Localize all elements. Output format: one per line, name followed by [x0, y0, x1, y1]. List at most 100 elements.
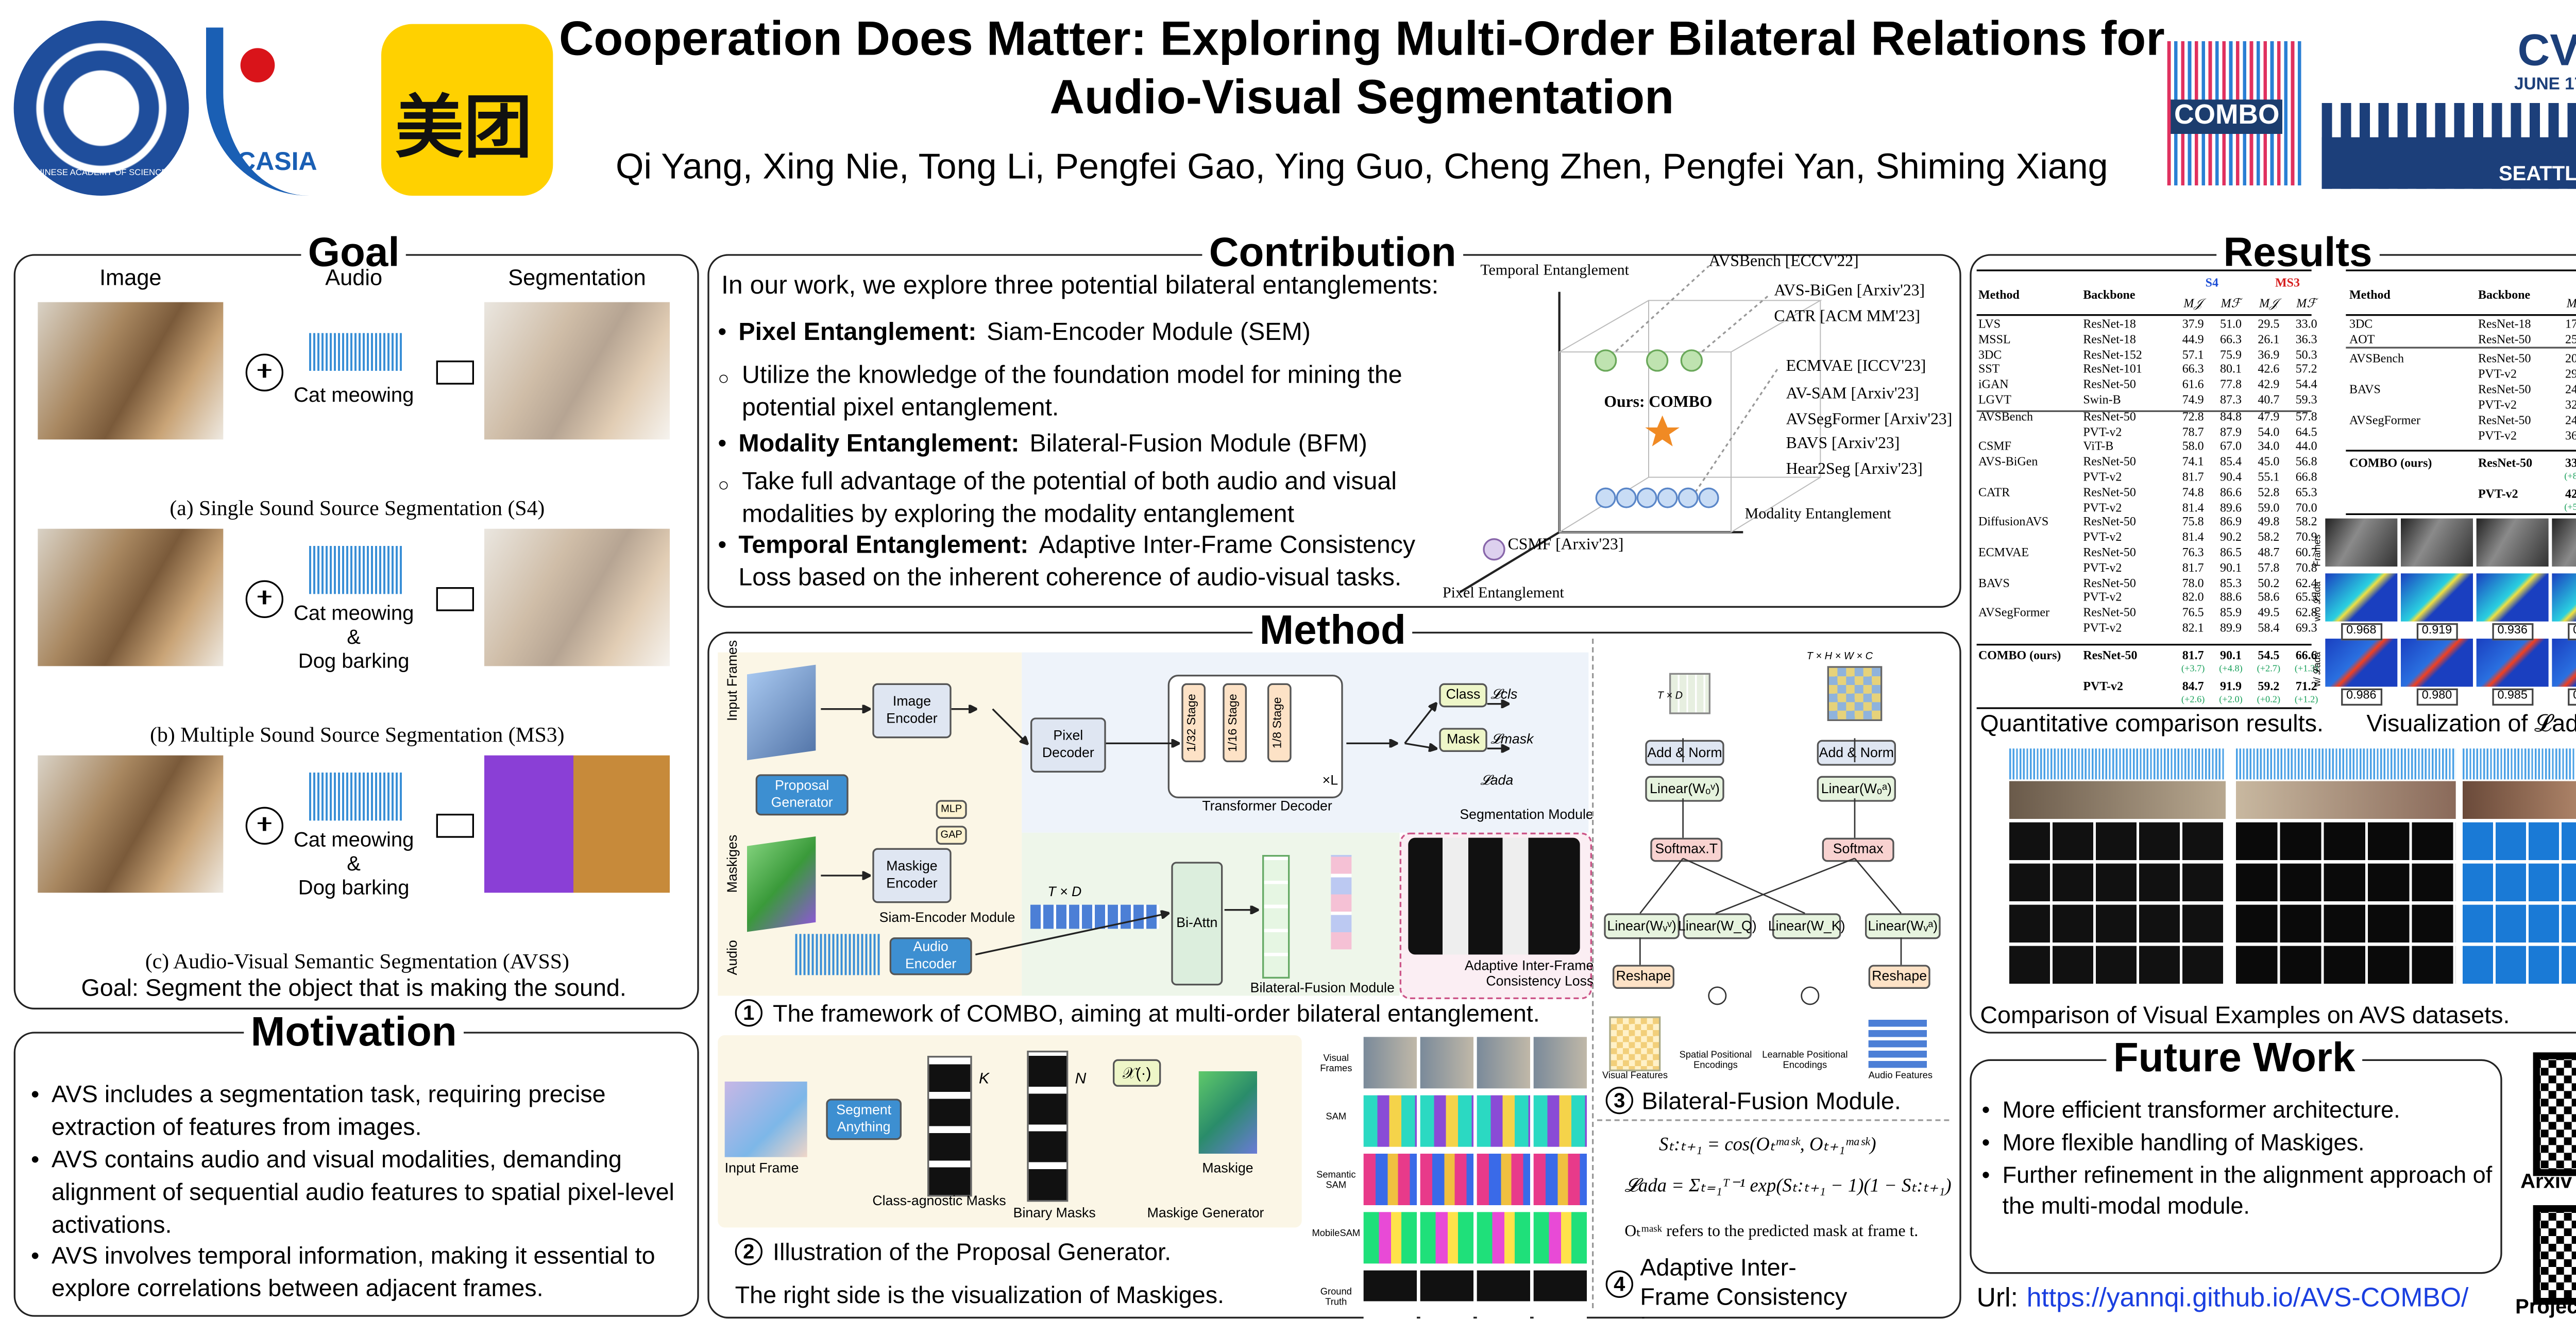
- axis-label: Modality Entanglement: [1744, 504, 1891, 522]
- effect-score: 0.980: [2416, 688, 2458, 706]
- table-cell: 85.3: [2220, 576, 2242, 590]
- maskige-cell: [1363, 1037, 1417, 1089]
- effect-cell: [2400, 518, 2473, 567]
- audio-stack: [1868, 1019, 1927, 1068]
- item-text: Bilateral-Fusion Module (BFM): [1029, 431, 1367, 458]
- rule: [1976, 643, 2312, 645]
- audio-wave: [795, 934, 881, 975]
- table-cell: ResNet-50: [2083, 378, 2136, 392]
- table-cell: 70.8: [2295, 561, 2317, 575]
- bullet: More efficient transformer architecture.: [1978, 1095, 2500, 1126]
- equation: 𝓛ada = Σₜ₌₁ᵀ⁻¹ exp(Sₜ:ₜ₊₁ − 1)(1 − Sₜ:ₜ₊…: [1624, 1176, 1952, 1197]
- table-cell: 66.8: [2295, 470, 2317, 484]
- mask-row: [2462, 904, 2576, 943]
- maskige-cell: [1363, 1212, 1417, 1264]
- table-cell: 85.4: [2220, 455, 2242, 469]
- table-cell: DiffusionAVS: [1978, 516, 2049, 529]
- feature-strip: [1030, 904, 1159, 929]
- equation-note: Oₜᵐᵃˢᵏ refers to the predicted mask at f…: [1624, 1224, 1919, 1241]
- image-photo: [38, 755, 224, 893]
- table-cell: AVSegFormer: [1978, 606, 2050, 620]
- table-cell: 40.7: [2258, 393, 2280, 407]
- maskige-cell: [1477, 1212, 1530, 1264]
- diagram-label: Linear(Wₒᵃ): [1817, 776, 1896, 802]
- effect-cell: [2400, 573, 2473, 622]
- table-cell: 61.6: [2182, 378, 2204, 392]
- item: Modality Entanglement: Bilateral-Fusion M…: [715, 429, 1460, 461]
- rule: [2346, 450, 2576, 451]
- table-cell: 26.1: [2258, 332, 2280, 347]
- diagram-label: Softmax: [1822, 837, 1894, 862]
- table-cell: 56.8: [2295, 455, 2317, 469]
- table-cell: PVT-v2: [2083, 621, 2122, 636]
- table-cell: 52.8: [2258, 485, 2280, 500]
- divider: [1597, 1119, 1950, 1123]
- diagram-label: Binary Masks: [1013, 1205, 1096, 1221]
- table-cell: 65.3: [2295, 485, 2317, 500]
- row-label: MobileSAM: [1312, 1229, 1361, 1240]
- diagram-label: Add & Norm: [1645, 740, 1724, 766]
- diagram-label: Segmentation Module: [1460, 807, 1594, 823]
- diagram-label: Class-agnostic Masks: [872, 1193, 1006, 1209]
- arrow: [436, 360, 474, 385]
- maskige-cell: [1477, 1095, 1530, 1147]
- table-cell: 81.4: [2182, 530, 2204, 545]
- row-label: Visual Frames: [1320, 1054, 1352, 1075]
- row-label: SAM: [1326, 1112, 1347, 1123]
- audio-label: Cat meowing: [293, 601, 414, 625]
- table-cell: 49.8: [2258, 516, 2280, 529]
- figure-caption: Visualization of 𝓛ada effect.: [2366, 709, 2576, 736]
- diagram-label: GAP: [936, 826, 967, 845]
- poster-authors: Qi Yang, Xing Nie, Tong Li, Pengfei Gao,…: [616, 147, 2108, 187]
- url[interactable]: https://yannqi.github.io/AVS-COMBO/: [2026, 1284, 2469, 1313]
- diagram-label: T × D: [1047, 884, 1082, 900]
- diagram-label: T × H × W × C: [1806, 652, 1873, 663]
- table-cell: 78.7: [2182, 425, 2204, 439]
- diagram-label: Reshape: [1868, 965, 1930, 989]
- effect-cell: [2476, 518, 2549, 567]
- table-cell: 62.4: [2295, 576, 2317, 590]
- table-cell: 55.1: [2258, 470, 2280, 484]
- plus-circle: [245, 580, 283, 618]
- table-cell: 89.6: [2220, 500, 2242, 515]
- table-cell: 33.0: [2295, 317, 2317, 332]
- framework-arrows: [821, 653, 1588, 955]
- diagram-label: Linear(W_K): [1768, 913, 1845, 939]
- table-cell: 88.6: [2220, 591, 2242, 605]
- table-cell: ResNet-50: [2478, 352, 2531, 366]
- mask-row: [2462, 822, 2576, 860]
- table-metric: M𝒥: [2566, 297, 2576, 311]
- table-cell: 59.3: [2295, 393, 2317, 407]
- table-cell: BAVS: [1978, 576, 2010, 590]
- maskige-cell: [1477, 1037, 1530, 1089]
- bullet: AVS contains audio and visual modalities…: [27, 1143, 690, 1241]
- table-metric: M𝒥: [2183, 297, 2202, 311]
- cas-logo: [13, 20, 189, 196]
- effect-cell: [2325, 518, 2398, 567]
- table-delta: (+8.4): [2564, 471, 2576, 482]
- maskige-cell: [1477, 1153, 1530, 1205]
- table-cell: 87.9: [2220, 425, 2242, 439]
- diagram-label: MLP: [936, 800, 967, 819]
- table-cell: 36.9: [2258, 348, 2280, 362]
- maskige-cell: [1533, 1037, 1587, 1089]
- caption: (a) Single Sound Source Segmentation (S4…: [170, 496, 545, 520]
- effect-cell: [2400, 638, 2473, 687]
- contribution-diagram: [1459, 265, 1823, 593]
- figure-caption: Comparison of Visual Examples on AVS dat…: [1980, 1001, 2510, 1029]
- mask-row: [2009, 822, 2226, 860]
- table-group: S4: [2205, 276, 2218, 290]
- table-delta: (+2.6): [2181, 694, 2205, 705]
- table-cell: ResNet-50: [2083, 516, 2136, 529]
- bullet: Further refinement in the alignment appr…: [1978, 1160, 2500, 1222]
- effect-cell: [2325, 638, 2398, 687]
- token-block: [1669, 673, 1710, 714]
- table-cell: 70.9: [2295, 530, 2317, 545]
- row-label: w/o 𝓛ada: [2313, 581, 2324, 622]
- table-cell: 86.9: [2220, 516, 2242, 529]
- rule: [2346, 269, 2576, 271]
- audio-label: Dog barking: [298, 875, 410, 900]
- table-cell: 67.0: [2220, 440, 2242, 454]
- table-header: Backbone: [2083, 288, 2136, 302]
- table-cell: 49.5: [2258, 606, 2280, 620]
